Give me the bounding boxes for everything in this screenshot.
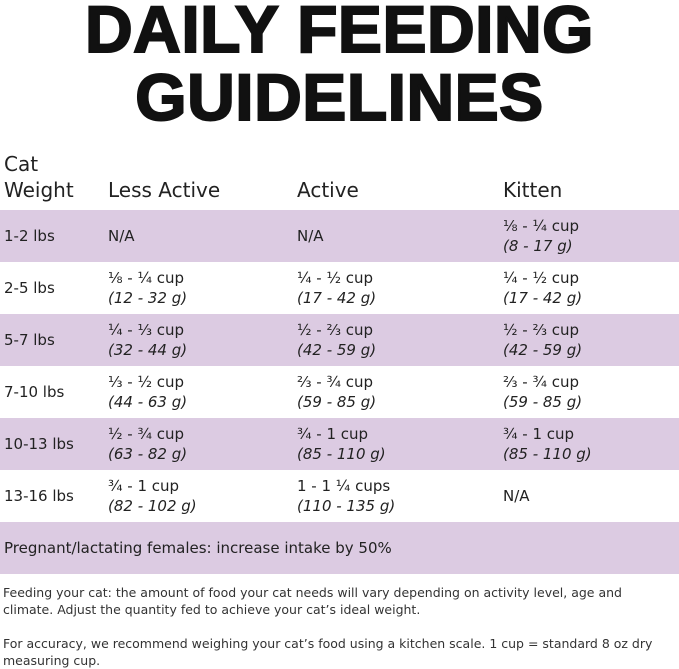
title-line: DAILY FEEDING <box>84 0 594 66</box>
cell-grams: (59 - 85 g) <box>503 393 583 411</box>
cell-cups: ¾ - 1 cup <box>297 425 369 443</box>
cell-grams: (59 - 85 g) <box>297 393 377 411</box>
cell-grams: (17 - 42 g) <box>503 289 583 307</box>
cell-cups: ⅔ - ¾ cup <box>503 373 580 391</box>
cell-grams: (17 - 42 g) <box>297 289 377 307</box>
cell-cups: ¼ - ⅓ cup <box>108 321 185 339</box>
cell-cups: ¾ - 1 cup <box>108 477 180 495</box>
header-cell: Cat <box>4 152 39 176</box>
cell: 2-5 lbs <box>4 279 55 297</box>
note: Pregnant/lactating females: increase int… <box>4 539 392 557</box>
cell-cups: ¾ - 1 cup <box>503 425 575 443</box>
cell-grams: (110 - 135 g) <box>297 497 396 515</box>
header-cell: Active <box>297 178 359 202</box>
cell-grams: (8 - 17 g) <box>503 237 573 255</box>
cell-cups: ½ - ⅔ cup <box>297 321 374 339</box>
row-band <box>0 418 679 470</box>
cell-cups: ¼ - ½ cup <box>503 269 580 287</box>
cell-grams: (44 - 63 g) <box>108 393 188 411</box>
cell-grams: (63 - 82 g) <box>108 445 188 463</box>
cell-cups: ⅛ - ¼ cup <box>108 269 185 287</box>
cell-cups: ½ - ¾ cup <box>108 425 185 443</box>
header-cell: Less Active <box>108 178 221 202</box>
cell-cups: ¼ - ½ cup <box>297 269 374 287</box>
header-cell: Weight <box>4 178 74 202</box>
cell-cups: ⅛ - ¼ cup <box>503 217 580 235</box>
footnote: Feeding your cat: the amount of food you… <box>3 585 622 617</box>
row-band <box>0 210 679 262</box>
cell: 7-10 lbs <box>4 383 65 401</box>
header-cell: Kitten <box>503 178 563 202</box>
cell-grams: (42 - 59 g) <box>503 341 583 359</box>
footnote: For accuracy, we recommend weighing your… <box>3 636 653 668</box>
cell-grams: (32 - 44 g) <box>108 341 188 359</box>
cell-grams: (82 - 102 g) <box>108 497 197 515</box>
cell-grams: (42 - 59 g) <box>297 341 377 359</box>
cell: N/A <box>108 227 135 245</box>
cell-cups: ⅓ - ½ cup <box>108 373 185 391</box>
cell-cups: ½ - ⅔ cup <box>503 321 580 339</box>
row-band <box>0 314 679 366</box>
cell: 1-2 lbs <box>4 227 55 245</box>
cell-grams: (12 - 32 g) <box>108 289 188 307</box>
row-band <box>0 522 679 574</box>
cell: N/A <box>503 487 530 505</box>
cell: 10-13 lbs <box>4 435 74 453</box>
cell: N/A <box>297 227 324 245</box>
title-line: GUIDELINES <box>134 60 544 134</box>
cell-cups: ⅔ - ¾ cup <box>297 373 374 391</box>
cell-grams: (85 - 110 g) <box>297 445 386 463</box>
cell-cups: 1 - 1 ¼ cups <box>297 477 391 495</box>
cell: 5-7 lbs <box>4 331 55 349</box>
cell-grams: (85 - 110 g) <box>503 445 592 463</box>
cell: 13-16 lbs <box>4 487 74 505</box>
